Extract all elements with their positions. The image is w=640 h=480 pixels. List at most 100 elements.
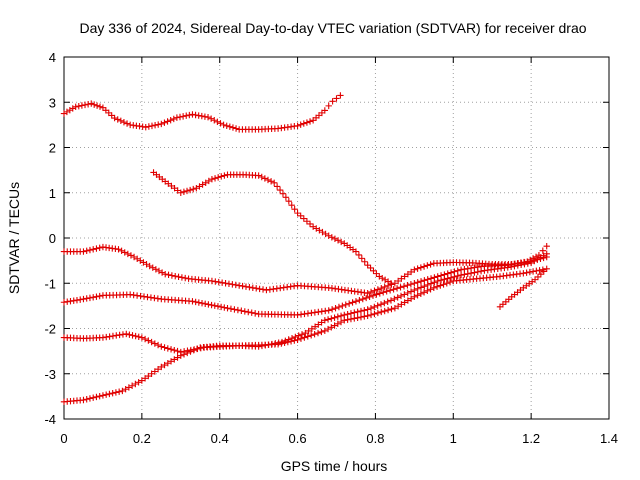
- y-tick-label: -3: [44, 367, 56, 382]
- data-point: [83, 295, 90, 302]
- data-point: [246, 284, 253, 291]
- data-point: [208, 301, 215, 309]
- data-point: [341, 317, 348, 324]
- data-point: [314, 329, 322, 337]
- data-point: [440, 281, 447, 288]
- y-axis-label: SDTVAR / TECUs: [6, 182, 22, 294]
- data-point: [96, 244, 103, 252]
- data-point: [328, 324, 335, 331]
- data-point: [151, 340, 159, 347]
- data-point: [211, 175, 219, 182]
- data-point: [507, 263, 515, 270]
- data-point: [394, 303, 402, 310]
- data-point: [398, 301, 405, 308]
- y-tick-label: -2: [44, 322, 56, 337]
- data-point: [292, 333, 299, 341]
- data-point: [275, 339, 282, 346]
- data-point: [265, 341, 272, 348]
- data-point: [197, 344, 205, 352]
- data-point: [261, 175, 269, 182]
- data-point: [318, 319, 325, 326]
- data-point: [282, 337, 289, 344]
- data-point: [148, 122, 156, 130]
- data-point: [154, 366, 162, 373]
- data-point: [384, 282, 392, 289]
- data-point: [383, 288, 390, 295]
- data-point: [471, 269, 478, 276]
- data-point: [407, 268, 415, 276]
- data-point: [451, 273, 458, 280]
- data-point: [84, 101, 92, 108]
- data-point: [212, 278, 219, 285]
- data-point: [291, 205, 298, 213]
- data-point: [447, 274, 455, 281]
- data-point: [90, 101, 98, 108]
- data-point: [540, 268, 547, 275]
- data-point: [362, 294, 370, 302]
- data-point: [245, 308, 252, 316]
- data-point: [355, 251, 363, 259]
- data-point: [132, 332, 139, 340]
- data-point: [267, 178, 275, 185]
- data-point: [106, 390, 113, 398]
- data-point: [321, 317, 329, 324]
- y-tick-label: 2: [49, 141, 56, 156]
- data-point: [232, 125, 240, 132]
- data-point: [96, 103, 104, 110]
- x-axis-label: GPS time / hours: [281, 458, 388, 474]
- data-point: [135, 379, 142, 386]
- data-point: [88, 100, 95, 107]
- data-point: [380, 289, 387, 296]
- data-point: [278, 340, 285, 347]
- x-tick-label: 0: [60, 431, 67, 446]
- data-point: [238, 307, 245, 314]
- data-point: [174, 354, 181, 361]
- data-point: [384, 306, 392, 314]
- data-point: [404, 282, 411, 289]
- data-point: [337, 318, 345, 326]
- x-tick-label: 0.2: [133, 431, 151, 446]
- data-point: [308, 325, 316, 333]
- data-point: [258, 342, 266, 350]
- data-point: [523, 269, 530, 276]
- data-point: [477, 268, 485, 275]
- data-point: [431, 279, 438, 286]
- data-point: [294, 122, 301, 129]
- data-point: [227, 305, 235, 312]
- data-point: [303, 218, 311, 225]
- data-point: [148, 338, 155, 346]
- data-point: [78, 102, 86, 109]
- data-point: [393, 285, 401, 292]
- data-point: [297, 121, 304, 128]
- series-sat-7: [496, 265, 550, 310]
- data-point: [215, 278, 222, 286]
- data-point: [333, 95, 340, 102]
- data-point: [398, 275, 405, 282]
- y-tick-label: 3: [49, 95, 56, 110]
- data-point: [339, 302, 346, 310]
- data-point: [80, 396, 87, 404]
- data-point: [311, 323, 319, 330]
- data-point: [349, 299, 356, 306]
- data-point: [411, 293, 418, 301]
- data-point: [374, 309, 382, 317]
- data-point: [114, 116, 121, 123]
- data-point: [149, 264, 156, 271]
- data-point: [141, 335, 149, 343]
- data-point: [371, 287, 378, 294]
- data-point: [347, 315, 355, 323]
- data-point: [120, 118, 128, 126]
- data-point: [474, 268, 481, 276]
- data-point: [437, 282, 444, 289]
- data-point: [427, 261, 434, 268]
- data-point: [536, 267, 543, 274]
- data-point: [307, 332, 315, 339]
- data-point: [441, 276, 448, 283]
- data-point: [384, 298, 391, 305]
- data-point: [524, 260, 532, 267]
- data-point: [401, 273, 408, 280]
- data-point: [81, 101, 89, 109]
- data-point: [329, 98, 336, 105]
- data-point: [288, 334, 296, 342]
